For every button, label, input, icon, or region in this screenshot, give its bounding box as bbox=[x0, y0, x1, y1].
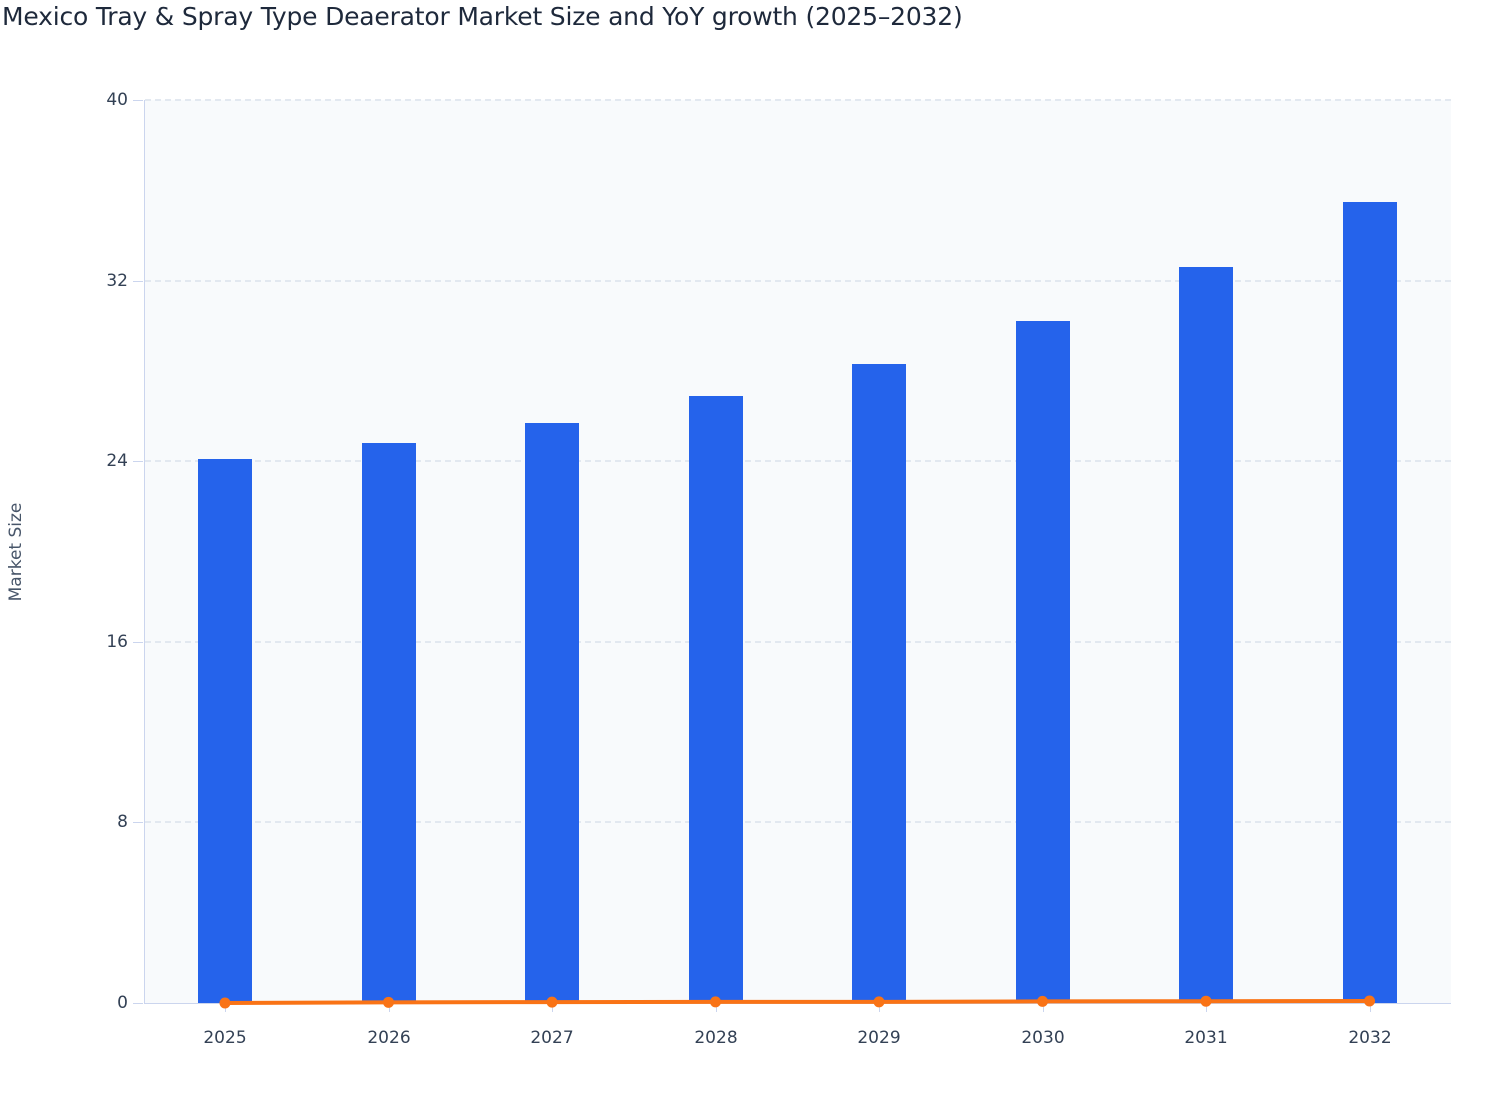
y-tick bbox=[133, 822, 143, 824]
yoy-point-2027 bbox=[546, 996, 558, 1008]
y-tick-label: 16 bbox=[106, 631, 128, 652]
y-tick-label: 24 bbox=[106, 451, 128, 472]
yoy-point-2026 bbox=[383, 996, 394, 1008]
yoy-point-2032 bbox=[1364, 995, 1375, 1007]
yoy-point-2028 bbox=[710, 996, 721, 1008]
bar-2029 bbox=[852, 364, 906, 1003]
y-tick-label: 8 bbox=[117, 812, 128, 833]
x-tick-label: 2026 bbox=[367, 1028, 411, 1048]
y-tick bbox=[133, 641, 143, 643]
bar-2028 bbox=[688, 395, 743, 1003]
x-tick bbox=[879, 1004, 880, 1012]
yoy-point-2029 bbox=[873, 996, 885, 1008]
bar-2025 bbox=[198, 458, 252, 1003]
x-tick-label: 2028 bbox=[694, 1028, 738, 1048]
gridline-40 bbox=[145, 99, 1451, 101]
x-tick bbox=[716, 1004, 717, 1012]
y-tick bbox=[133, 280, 143, 282]
y-tick-label: 0 bbox=[117, 993, 128, 1013]
x-tick-label: 2025 bbox=[203, 1028, 247, 1048]
y-tick-label: 40 bbox=[106, 90, 128, 110]
y-tick-label: 32 bbox=[106, 270, 128, 291]
y-tick bbox=[133, 1003, 143, 1004]
x-tick-label: 2027 bbox=[530, 1028, 574, 1048]
x-tick bbox=[1206, 1004, 1207, 1012]
gridline-24 bbox=[145, 460, 1451, 463]
y-axis-line bbox=[144, 100, 145, 1004]
yoy-point-2025 bbox=[219, 997, 231, 1009]
x-tick bbox=[1370, 1004, 1371, 1012]
yoy-point-2031 bbox=[1200, 995, 1212, 1007]
gridline-32 bbox=[145, 279, 1451, 282]
x-tick bbox=[1043, 1004, 1044, 1012]
x-tick bbox=[389, 1004, 390, 1012]
bar-2032 bbox=[1342, 201, 1397, 1003]
gridline-16 bbox=[145, 640, 1451, 643]
x-tick-label: 2031 bbox=[1184, 1028, 1228, 1048]
bar-2027 bbox=[525, 422, 579, 1003]
x-tick-label: 2029 bbox=[857, 1028, 901, 1048]
yoy-point-2030 bbox=[1037, 995, 1048, 1007]
bar-2031 bbox=[1179, 267, 1233, 1003]
chart-title: Mexico Tray & Spray Type Deaerator Marke… bbox=[2, 2, 963, 31]
gridline-8 bbox=[145, 821, 1451, 824]
x-tick bbox=[552, 1004, 553, 1012]
x-tick-label: 2030 bbox=[1021, 1028, 1065, 1048]
y-tick bbox=[133, 100, 143, 101]
y-tick bbox=[133, 461, 143, 463]
bar-2030 bbox=[1015, 321, 1070, 1003]
bar-2026 bbox=[361, 443, 416, 1003]
x-tick-label: 2032 bbox=[1348, 1028, 1392, 1048]
